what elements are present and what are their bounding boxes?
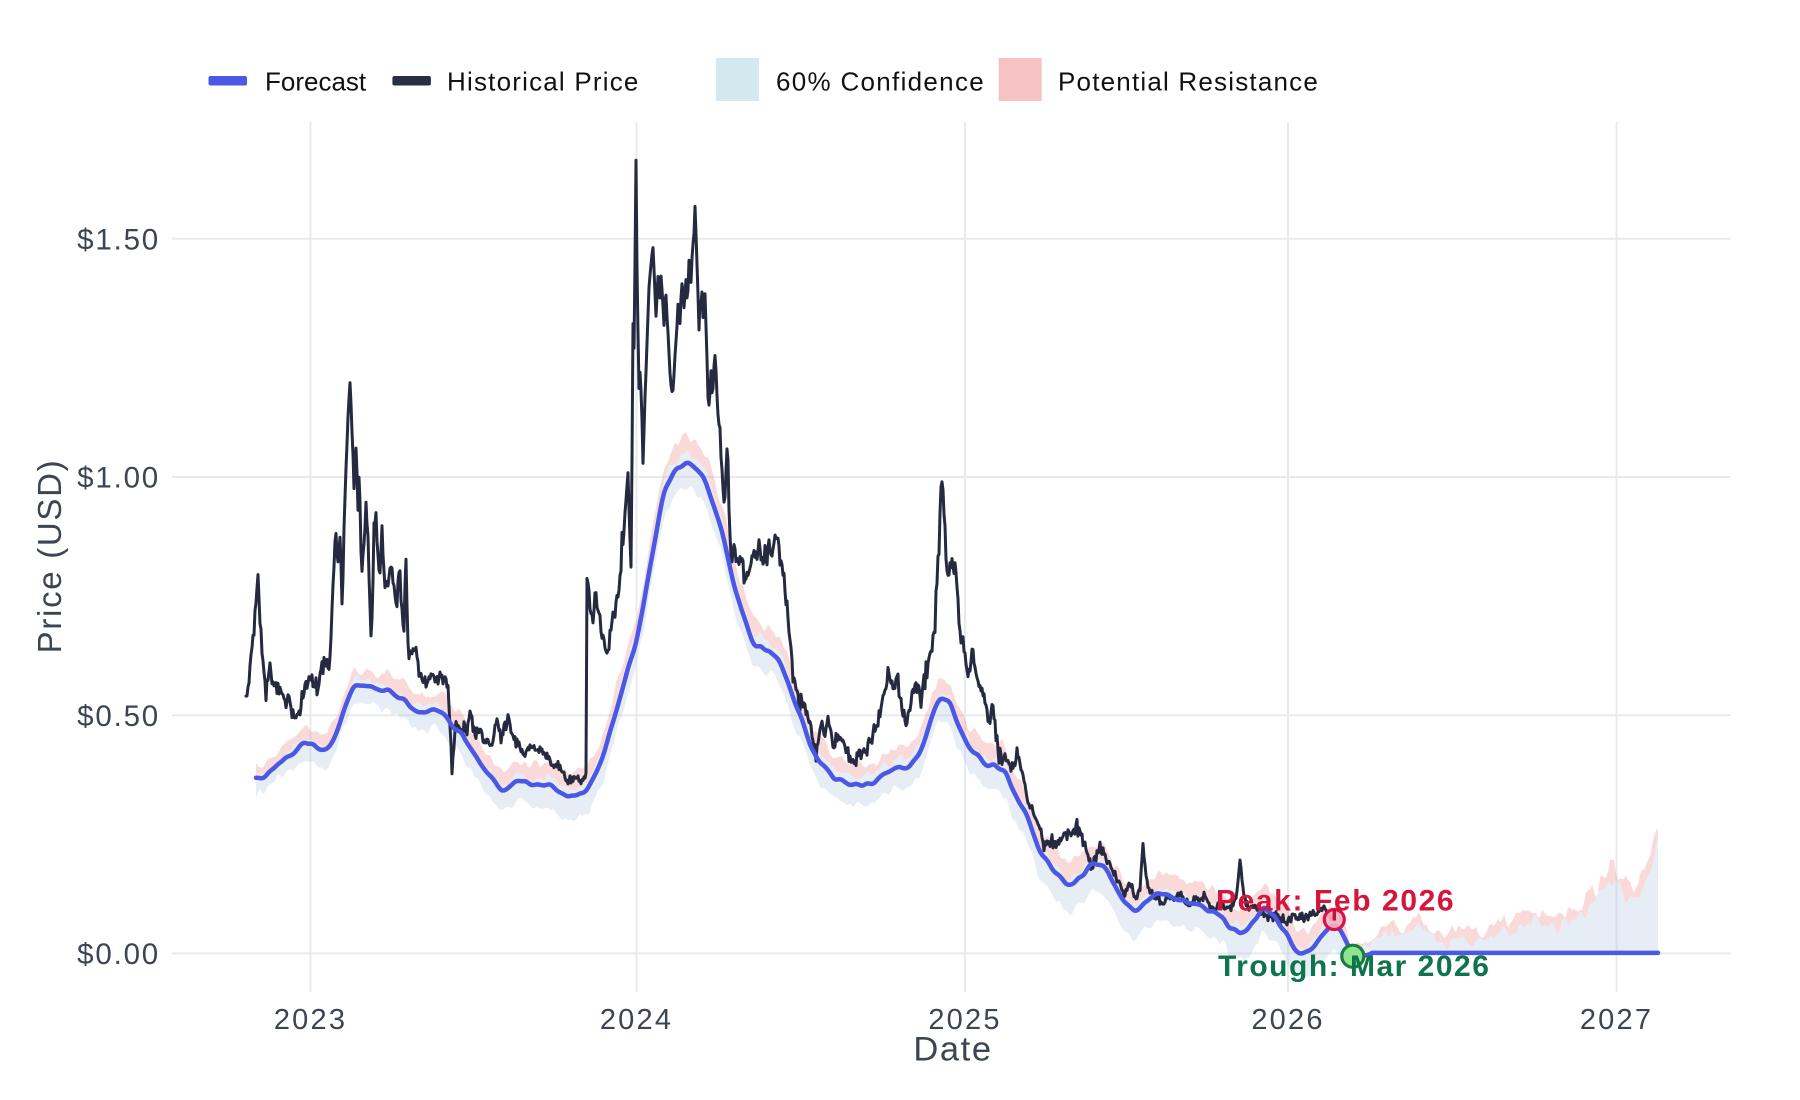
svg-text:2023: 2023	[274, 1004, 347, 1036]
svg-text:Potential Resistance: Potential Resistance	[1058, 67, 1319, 97]
svg-text:Peak: Feb 2026: Peak: Feb 2026	[1216, 885, 1455, 918]
svg-text:60% Confidence: 60% Confidence	[776, 67, 985, 97]
svg-text:Price (USD): Price (USD)	[31, 459, 68, 654]
svg-text:Date: Date	[913, 1031, 992, 1069]
svg-text:$0.00: $0.00	[77, 938, 160, 971]
svg-text:2027: 2027	[1580, 1004, 1653, 1036]
svg-text:2024: 2024	[600, 1004, 673, 1036]
svg-text:$1.50: $1.50	[77, 224, 160, 257]
svg-text:$0.50: $0.50	[77, 700, 160, 733]
svg-text:2026: 2026	[1251, 1004, 1324, 1036]
svg-text:$1.00: $1.00	[77, 462, 160, 495]
svg-text:Forecast: Forecast	[265, 67, 367, 97]
svg-text:2025: 2025	[928, 1004, 1001, 1036]
svg-text:Historical Price: Historical Price	[447, 67, 640, 97]
svg-text:Trough: Mar 2026: Trough: Mar 2026	[1218, 950, 1490, 983]
